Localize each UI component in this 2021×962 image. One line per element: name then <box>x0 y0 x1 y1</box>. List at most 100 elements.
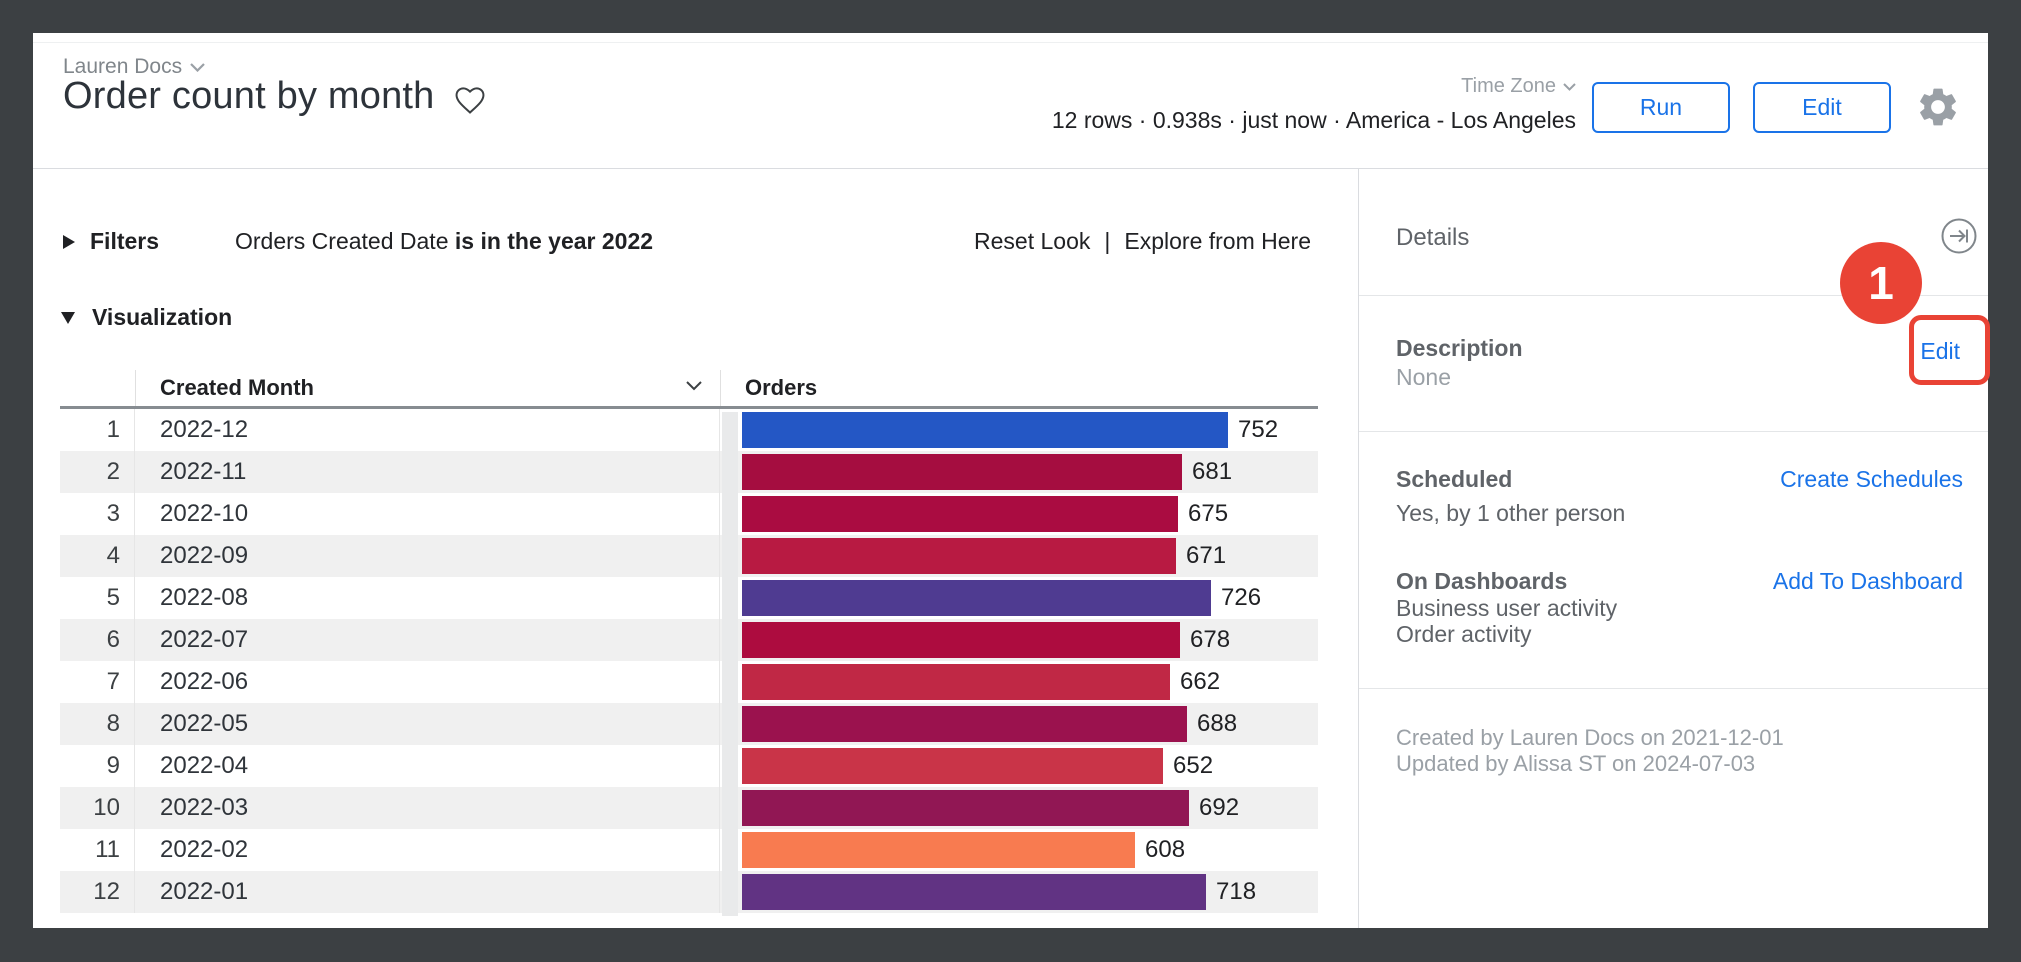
dashboard-item[interactable]: Business user activity <box>1396 595 1618 621</box>
table-row: 10 2022-03 692 <box>60 787 1318 829</box>
created-by-line: Created by Lauren Docs on 2021-12-01 <box>1396 725 1784 750</box>
column-header-orders[interactable]: Orders <box>745 375 818 400</box>
row-number: 7 <box>60 661 135 703</box>
expand-caret-icon[interactable] <box>61 312 75 324</box>
row-number: 1 <box>60 409 135 451</box>
orders-bar[interactable] <box>742 580 1211 616</box>
run-button[interactable]: Run <box>1592 82 1730 133</box>
cell-created-month[interactable]: 2022-03 <box>135 787 720 829</box>
orders-value: 688 <box>1197 710 1238 737</box>
updated-by-line: Updated by Alissa ST on 2024-07-03 <box>1396 751 1756 776</box>
column-divider <box>720 370 721 406</box>
table-row: 8 2022-05 688 <box>60 703 1318 745</box>
create-schedules-link[interactable]: Create Schedules <box>1780 466 1963 492</box>
orders-value: 681 <box>1192 458 1233 485</box>
table-row: 7 2022-06 662 <box>60 661 1318 703</box>
cell-orders: 752 <box>720 409 1318 451</box>
row-number: 5 <box>60 577 135 619</box>
orders-bar[interactable] <box>742 622 1180 658</box>
orders-value: 692 <box>1199 794 1240 821</box>
on-dashboards-label: On Dashboards <box>1396 568 1568 594</box>
row-number: 6 <box>60 619 135 661</box>
cell-created-month[interactable]: 2022-07 <box>135 619 720 661</box>
cell-created-month[interactable]: 2022-02 <box>135 829 720 871</box>
open-details-arrow-icon[interactable] <box>1941 218 1977 254</box>
cell-created-month[interactable]: 2022-04 <box>135 745 720 787</box>
orders-bar[interactable] <box>742 538 1176 574</box>
table-row: 6 2022-07 678 <box>60 619 1318 661</box>
dashboard-item[interactable]: Order activity <box>1396 621 1532 647</box>
details-panel-title: Details <box>1396 224 1470 251</box>
filters-section-label[interactable]: Filters <box>90 228 160 254</box>
orders-bar[interactable] <box>742 832 1135 868</box>
orders-value: 652 <box>1173 752 1214 779</box>
table-body: 1 2022-12 752 2 2022-11 681 3 2022-10 675 4 2022-0… <box>60 409 1318 913</box>
table-row: 3 2022-10 675 <box>60 493 1318 535</box>
row-number: 9 <box>60 745 135 787</box>
description-label: Description <box>1396 335 1523 361</box>
orders-bar[interactable] <box>742 454 1182 490</box>
description-value: None <box>1396 364 1451 390</box>
sort-chevron-icon[interactable] <box>686 381 702 391</box>
cell-orders: 671 <box>720 535 1318 577</box>
orders-value: 608 <box>1145 836 1186 863</box>
orders-bar[interactable] <box>742 496 1178 532</box>
look-page-card: Lauren Docs Order count by month Time Zo… <box>33 33 1988 928</box>
column-gutter <box>722 412 738 916</box>
orders-value: 678 <box>1190 626 1231 653</box>
gear-icon[interactable] <box>1915 84 1961 130</box>
cell-created-month[interactable]: 2022-11 <box>135 451 720 493</box>
row-number: 10 <box>60 787 135 829</box>
cell-created-month[interactable]: 2022-09 <box>135 535 720 577</box>
filter-field: Orders Created Date <box>235 228 455 254</box>
filter-value: is in the year 2022 <box>454 228 654 254</box>
orders-value: 726 <box>1221 584 1262 611</box>
cell-orders: 652 <box>720 745 1318 787</box>
data-table: Created Month Orders 1 2022-12 752 2 2022-11… <box>60 366 1318 916</box>
table-row: 5 2022-08 726 <box>60 577 1318 619</box>
orders-bar[interactable] <box>742 412 1228 448</box>
cell-orders: 692 <box>720 787 1318 829</box>
annotation-step-badge: 1 <box>1840 242 1922 324</box>
orders-bar[interactable] <box>742 664 1170 700</box>
cell-created-month[interactable]: 2022-01 <box>135 871 720 913</box>
scheduled-label: Scheduled <box>1396 466 1513 492</box>
table-row: 1 2022-12 752 <box>60 409 1318 451</box>
cell-created-month[interactable]: 2022-05 <box>135 703 720 745</box>
reset-look-link[interactable]: Reset Look <box>974 228 1091 254</box>
orders-value: 718 <box>1216 878 1257 905</box>
orders-bar[interactable] <box>742 706 1187 742</box>
timezone-label: Time Zone <box>1461 75 1556 97</box>
table-row: 9 2022-04 652 <box>60 745 1318 787</box>
timezone-selector[interactable]: Time Zone <box>1052 75 1576 98</box>
row-number: 11 <box>60 829 135 871</box>
edit-description-link[interactable]: Edit <box>1920 338 1960 364</box>
orders-bar[interactable] <box>742 748 1163 784</box>
cell-created-month[interactable]: 2022-12 <box>135 409 720 451</box>
visualization-section-label[interactable]: Visualization <box>92 304 233 330</box>
breadcrumb[interactable]: Lauren Docs <box>63 55 205 79</box>
cell-orders: 675 <box>720 493 1318 535</box>
add-to-dashboard-link[interactable]: Add To Dashboard <box>1772 568 1963 594</box>
orders-value: 671 <box>1186 542 1227 569</box>
cell-created-month[interactable]: 2022-08 <box>135 577 720 619</box>
explore-from-here-link[interactable]: Explore from Here <box>1124 228 1311 254</box>
orders-value: 675 <box>1188 500 1229 527</box>
edit-button[interactable]: Edit <box>1753 82 1891 133</box>
orders-bar[interactable] <box>742 790 1189 826</box>
cell-created-month[interactable]: 2022-06 <box>135 661 720 703</box>
chevron-down-icon <box>1563 82 1576 91</box>
filter-condition[interactable]: Orders Created Date is in the year 2022 <box>235 228 653 255</box>
cell-created-month[interactable]: 2022-10 <box>135 493 720 535</box>
favorite-heart-icon[interactable] <box>453 83 487 117</box>
main-content: Filters Orders Created Date is in the ye… <box>33 169 1358 928</box>
look-actions: Reset Look | Explore from Here <box>974 228 1311 255</box>
column-header-created-month[interactable]: Created Month <box>160 375 314 400</box>
panel-divider <box>1359 431 1988 432</box>
table-row: 4 2022-09 671 <box>60 535 1318 577</box>
cell-orders: 718 <box>720 871 1318 913</box>
orders-bar[interactable] <box>742 874 1206 910</box>
collapse-caret-icon[interactable] <box>63 235 75 249</box>
row-number: 4 <box>60 535 135 577</box>
